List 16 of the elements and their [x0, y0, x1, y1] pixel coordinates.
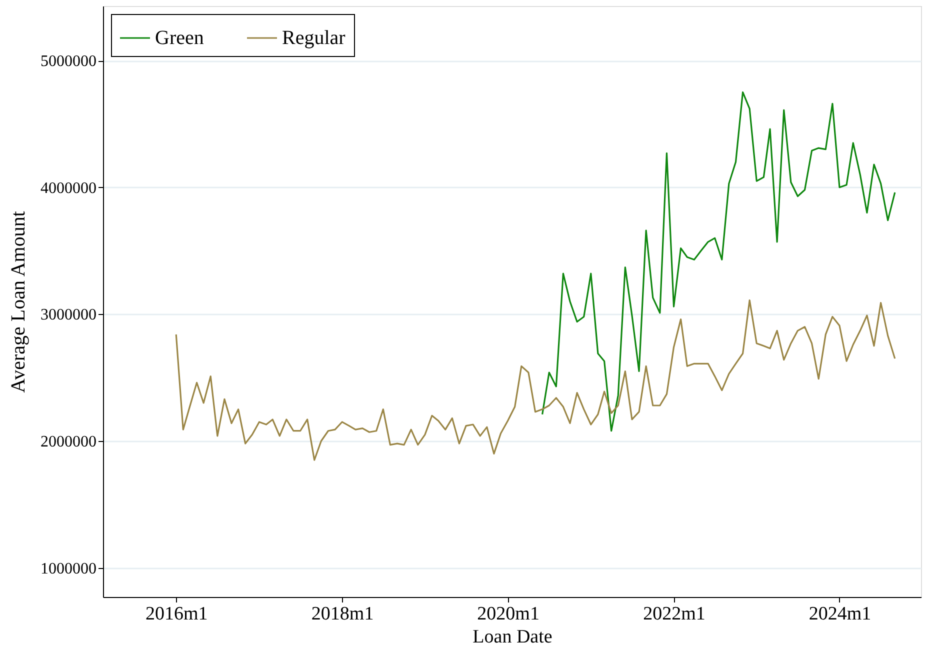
x-tick-label: 2018m1 [311, 604, 374, 624]
x-tick-label: 2024m1 [808, 604, 872, 624]
legend-label: Green [155, 27, 204, 49]
y-tick-label: 5000000 [40, 53, 96, 70]
x-axis-title: Loan Date [472, 626, 552, 648]
x-tick-label: 2016m1 [145, 604, 208, 624]
line-series [542, 91, 896, 432]
legend-label: Regular [282, 27, 346, 49]
y-tick-label: 3000000 [40, 306, 96, 324]
y-tick-label: 4000000 [40, 180, 96, 197]
x-tick-label: 2020m1 [477, 604, 540, 624]
y-axis-title: Average Loan Amount [8, 210, 30, 393]
line-series [175, 299, 896, 461]
y-tick-label: 1000000 [40, 560, 96, 578]
y-tick-label: 2000000 [40, 434, 96, 451]
x-tick-label: 2022m1 [643, 604, 706, 624]
